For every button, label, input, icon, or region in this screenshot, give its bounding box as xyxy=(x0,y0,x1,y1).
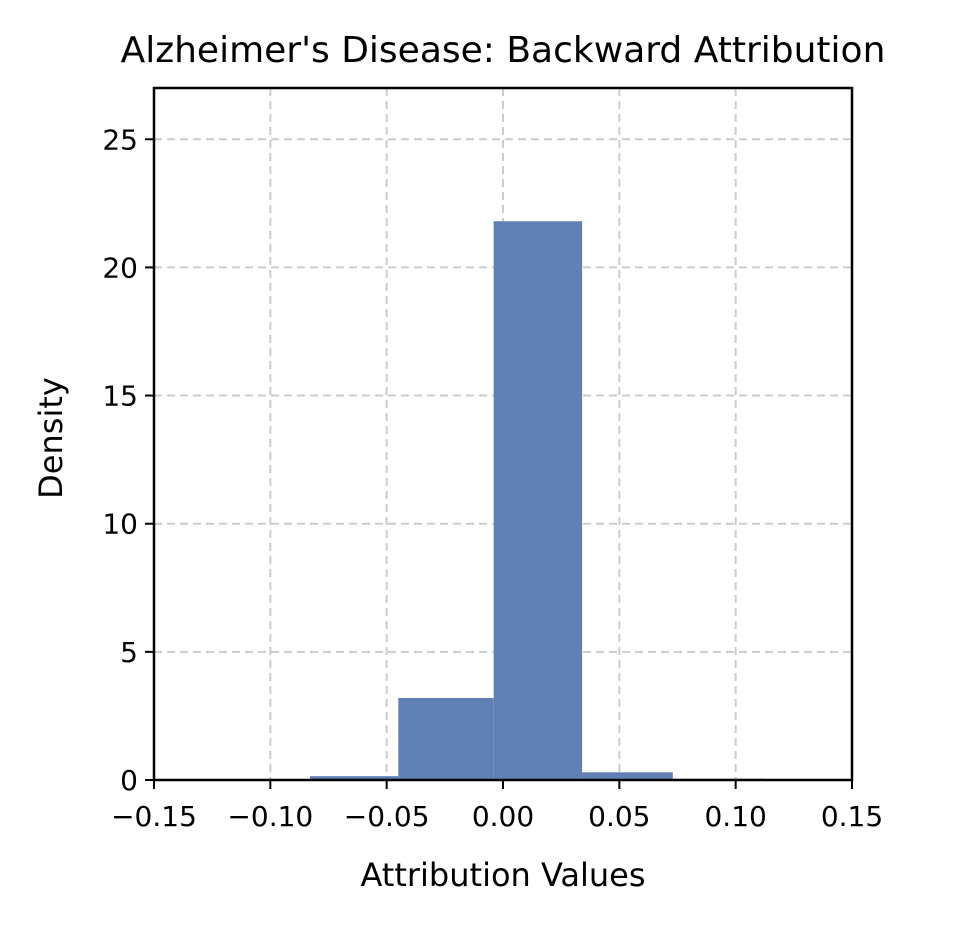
tick-labels: −0.15 −0.10 −0.05 0.00 0.05 0.10 0.15 0 5 10 15 20 2… xyxy=(102,123,883,833)
x-tick-label: −0.15 xyxy=(111,800,197,833)
chart-title: Alzheimer's Disease: Backward Attributio… xyxy=(121,30,886,71)
histogram-bar xyxy=(493,221,583,781)
histogram-bar xyxy=(582,772,673,780)
histogram-bar xyxy=(398,697,494,780)
x-tick-label: 0.15 xyxy=(821,800,883,833)
x-tick-label: 0.00 xyxy=(472,800,534,833)
y-tick-label: 10 xyxy=(102,508,138,541)
x-tick-label: 0.10 xyxy=(704,800,766,833)
y-tick-label: 0 xyxy=(120,764,138,797)
y-tick-label: 15 xyxy=(102,380,138,413)
y-axis-label: Density xyxy=(32,377,70,499)
y-tick-label: 5 xyxy=(120,636,138,669)
histogram-bars xyxy=(309,221,764,781)
x-tick-label: −0.10 xyxy=(227,800,313,833)
y-tick-label: 25 xyxy=(102,123,138,156)
x-tick-label: 0.05 xyxy=(588,800,650,833)
x-axis-label: Attribution Values xyxy=(360,856,645,894)
y-tick-label: 20 xyxy=(102,251,138,284)
histogram-bar xyxy=(309,776,399,780)
x-tick-label: −0.05 xyxy=(344,800,430,833)
